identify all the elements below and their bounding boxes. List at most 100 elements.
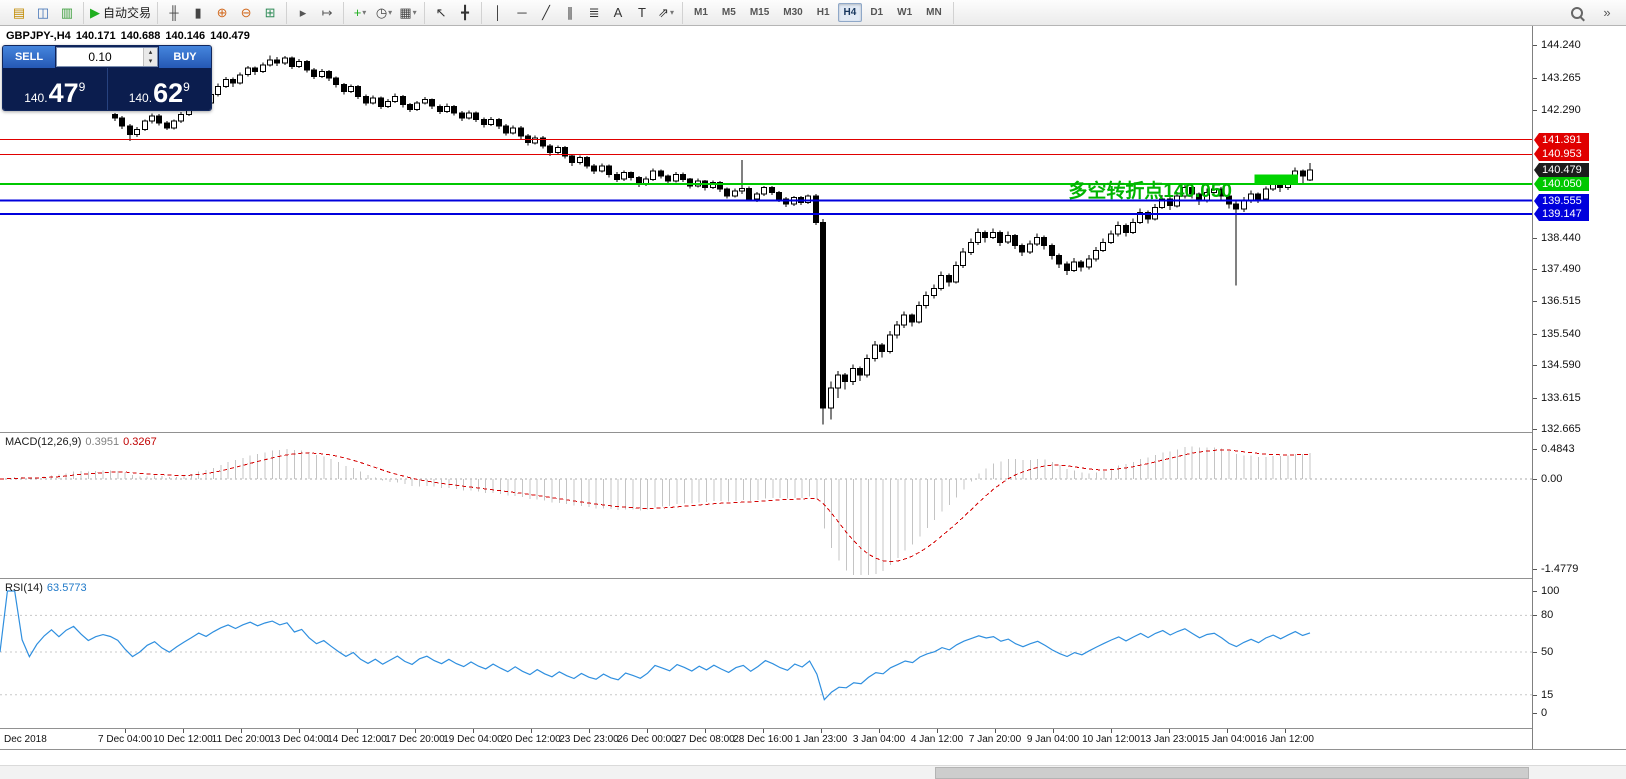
horizontal-line-icon: ─: [517, 5, 527, 20]
rsi-pane[interactable]: RSI(14) 63.5773: [0, 579, 1532, 728]
timeframe-m1-button[interactable]: M1: [694, 7, 708, 18]
chart-shift-button[interactable]: ↦: [315, 3, 339, 23]
macd-signal-line: [0, 449, 1311, 563]
time-axis-tick: [183, 729, 184, 733]
buy-price-button[interactable]: 140. 62 9: [108, 68, 212, 110]
candlestick-plot[interactable]: [0, 26, 1532, 432]
crosshair-button[interactable]: ╋: [453, 3, 477, 23]
timeframe-d1-button[interactable]: D1: [870, 7, 884, 18]
time-axis-label: 27 Dec 08:00: [675, 734, 735, 745]
time-axis-tick: [879, 729, 880, 733]
rsi-axis-label: 80: [1541, 609, 1554, 621]
new-order-button[interactable]: ▤: [7, 3, 31, 23]
time-axis-label: 10 Dec 12:00: [153, 734, 213, 745]
bar-chart-button[interactable]: ╫: [162, 3, 186, 23]
pane-separator[interactable]: [0, 578, 1626, 579]
highlight-rectangle[interactable]: [1254, 174, 1299, 185]
buy-button[interactable]: BUY: [159, 46, 211, 68]
time-axis[interactable]: Dec 2018 7 Dec 04:00 10 Dec 12:00 11 Dec 20…: [0, 729, 1532, 749]
timeframe-h1-button[interactable]: H1: [816, 7, 830, 18]
rsi-line: [0, 590, 1311, 701]
market-watch-icon: ◫: [36, 5, 50, 20]
horizontal-scrollbar[interactable]: [0, 765, 1626, 779]
macd-axis-label: 0.4843: [1541, 443, 1575, 455]
arrows-tool-caret-icon: ▾: [669, 8, 674, 17]
market-watch-button[interactable]: ◫: [31, 3, 55, 23]
autotrading-icon: ▶: [90, 5, 100, 20]
templates-button[interactable]: ▦ ▾: [396, 3, 420, 23]
time-axis-tick: [299, 729, 300, 733]
rsi-name: RSI(14): [5, 582, 43, 594]
price-axis-tick: [1533, 238, 1537, 239]
search-button[interactable]: [1565, 3, 1589, 23]
vertical-line-button[interactable]: │: [486, 3, 510, 23]
price-axis-tick: [1533, 78, 1537, 79]
tile-windows-icon: ⊞: [264, 5, 276, 20]
horizontal-line-button[interactable]: ─: [510, 3, 534, 23]
toolbar: ▤ ◫ ▥ ▶ 自动交易 ╫ ▮ ⊕ ⊖ ⊞ ▸ ↦ + ▾ ◷ ▾ ▦ ▾ ↖ ╋ │ ─ ╱ ∥ ≣ A T ⇗ ▾ M1 M5 M15 M…: [0, 0, 1626, 26]
pane-separator[interactable]: [0, 432, 1626, 433]
rsi-plot[interactable]: [0, 579, 1532, 728]
equidistant-channel-button[interactable]: ∥: [558, 3, 582, 23]
tile-windows-button[interactable]: ⊞: [258, 3, 282, 23]
price-tag-139.555: 139.555: [1534, 193, 1589, 208]
time-axis-tick: [1053, 729, 1054, 733]
equidistant-channel-icon: ∥: [566, 5, 574, 20]
rsi-value: 63.5773: [46, 582, 87, 594]
price-axis[interactable]: 141.391 140.953 140.479 140.050 139.555 139.1…: [1532, 26, 1626, 749]
timeframe-m30-button[interactable]: M30: [783, 7, 803, 18]
indicators-button[interactable]: + ▾: [348, 3, 372, 23]
macd-pane[interactable]: MACD(12,26,9) 0.3951 0.3267: [0, 433, 1532, 578]
arrows-tool-button[interactable]: ⇗ ▾: [654, 3, 678, 23]
candles: [112, 55, 1313, 425]
auto-scroll-button[interactable]: ▸: [291, 3, 315, 23]
ohlc-low: 140.146: [165, 30, 206, 42]
time-axis-tick: [995, 729, 996, 733]
price-axis-label: 137.490: [1541, 263, 1581, 275]
macd-name: MACD(12,26,9): [5, 436, 82, 448]
autotrading-button[interactable]: ▶ 自动交易: [88, 3, 153, 23]
toolbar-groups: ▤ ◫ ▥ ▶ 自动交易 ╫ ▮ ⊕ ⊖ ⊞ ▸ ↦ + ▾ ◷ ▾ ▦ ▾ ↖ ╋ │ ─ ╱ ∥ ≣ A T ⇗ ▾ M1 M5 M15 M…: [3, 1, 954, 24]
scrollbar-thumb[interactable]: [935, 767, 1529, 779]
price-axis-label: 142.290: [1541, 104, 1581, 116]
cursor-icon: ↖: [435, 5, 447, 20]
overflow-icon: »: [1603, 5, 1611, 20]
pane-separator: [0, 728, 1626, 729]
timeframe-h4-button[interactable]: H4: [837, 3, 863, 22]
fibonacci-button[interactable]: ≣: [582, 3, 606, 23]
navigator-button[interactable]: ▥: [55, 3, 79, 23]
time-axis-tick: [647, 729, 648, 733]
zoom-out-button[interactable]: ⊖: [234, 3, 258, 23]
crosshair-icon: ╋: [461, 5, 469, 20]
trendline-button[interactable]: ╱: [534, 3, 558, 23]
lot-decrease-button[interactable]: ▾: [148, 58, 153, 65]
zoom-in-button[interactable]: ⊕: [210, 3, 234, 23]
macd-plot[interactable]: [0, 433, 1532, 578]
text-button[interactable]: A: [606, 3, 630, 23]
text-label-button[interactable]: T: [630, 3, 654, 23]
sell-button[interactable]: SELL: [3, 46, 55, 68]
timeframe-m5-button[interactable]: M5: [721, 7, 736, 18]
timeframe-mn-button[interactable]: MN: [926, 7, 942, 18]
sell-price-button[interactable]: 140. 47 9: [3, 68, 108, 110]
timeframe-m15-button[interactable]: M15: [749, 7, 770, 18]
indicators-icon: +: [353, 5, 362, 20]
chart-shift-icon: ↦: [321, 5, 333, 20]
lot-increase-button[interactable]: ▴: [148, 49, 153, 56]
main-chart-pane[interactable]: GBPJPY-,H4 140.171 140.688 140.146 140.479 S…: [0, 26, 1532, 432]
periods-button[interactable]: ◷ ▾: [372, 3, 396, 23]
candlestick-chart-icon: ▮: [194, 5, 202, 20]
turning-point-annotation[interactable]: 多空转折点140.050: [1068, 181, 1232, 202]
toolbar-group: ▶ 自动交易: [84, 1, 159, 24]
price-axis-label: 136.515: [1541, 295, 1581, 307]
one-click-trading-panel: SELL ▴ ▾ BUY 140.479 140.629: [2, 45, 212, 111]
templates-caret-icon: ▾: [412, 8, 417, 17]
lot-size-input[interactable]: [57, 48, 143, 66]
toolbar-overflow-button[interactable]: »: [1595, 3, 1619, 23]
candlestick-chart-button[interactable]: ▮: [186, 3, 210, 23]
cursor-button[interactable]: ↖: [429, 3, 453, 23]
timeframe-w1-button[interactable]: W1: [897, 7, 913, 18]
bar-chart-icon: ╫: [169, 5, 179, 20]
time-axis-tick: [705, 729, 706, 733]
